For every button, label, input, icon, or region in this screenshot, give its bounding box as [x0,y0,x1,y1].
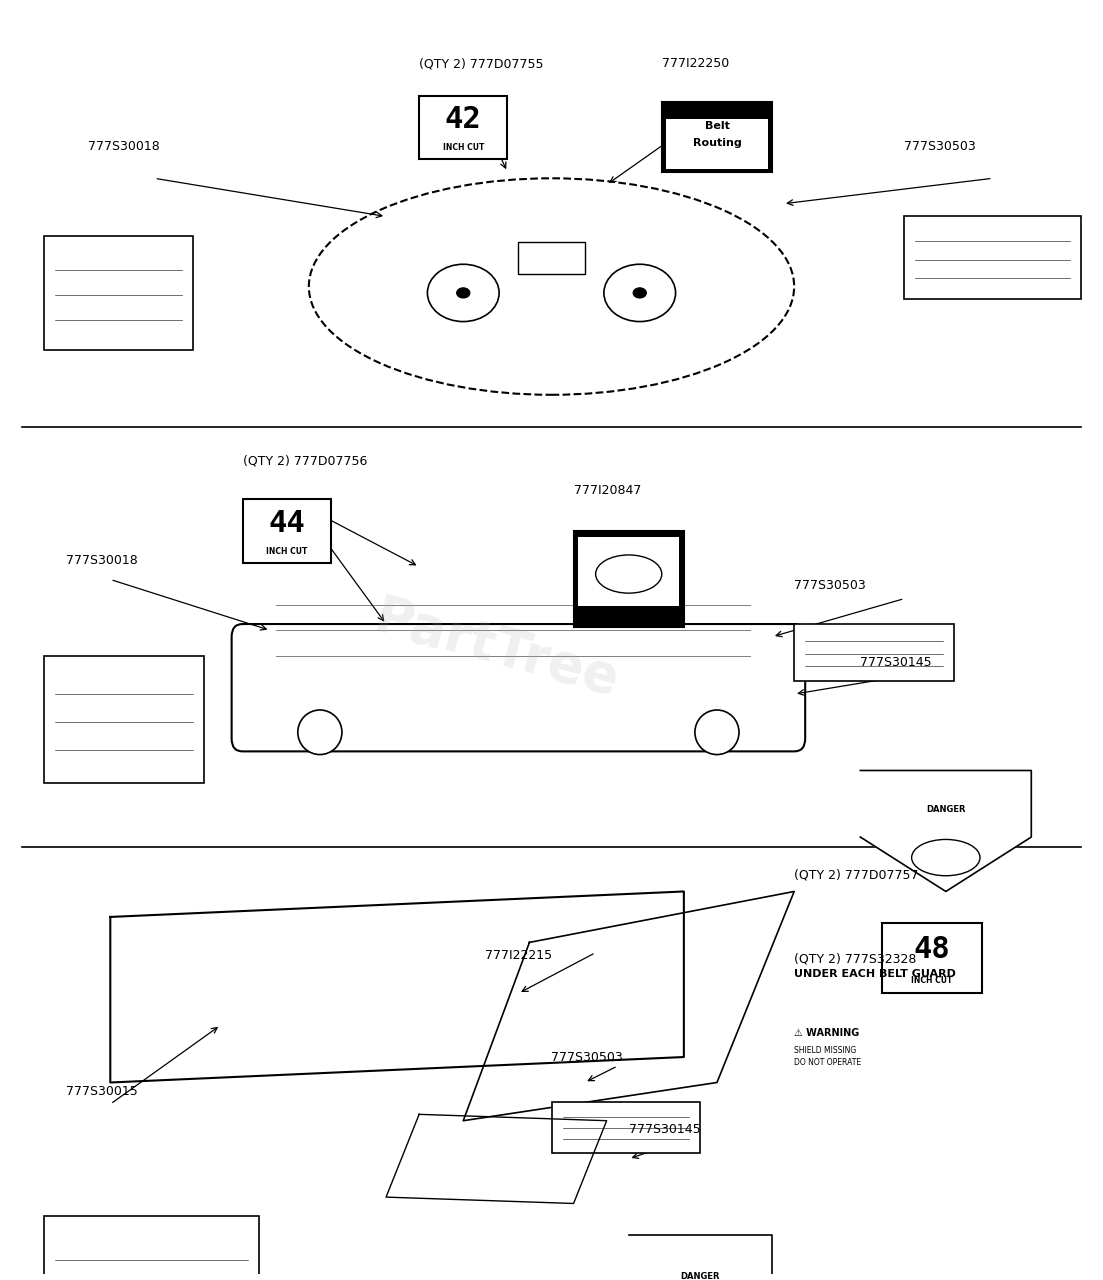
FancyBboxPatch shape [574,531,684,627]
FancyBboxPatch shape [794,625,954,681]
Polygon shape [629,1235,772,1280]
Text: Belt: Belt [705,122,729,132]
Text: (QTY 2) 777D07755: (QTY 2) 777D07755 [419,58,544,70]
Text: 777S30503: 777S30503 [552,1051,623,1064]
Text: DANGER: DANGER [681,1271,720,1280]
Text: 777I22250: 777I22250 [662,58,729,70]
Text: UNDER EACH BELT GUARD: UNDER EACH BELT GUARD [794,969,956,979]
FancyBboxPatch shape [232,625,805,751]
Ellipse shape [298,710,342,755]
FancyBboxPatch shape [666,119,768,169]
Text: DO NOT OPERATE: DO NOT OPERATE [794,1059,861,1068]
Text: ⚠ WARNING: ⚠ WARNING [794,1028,859,1038]
Text: (QTY 2) 777S32328: (QTY 2) 777S32328 [794,952,917,965]
FancyBboxPatch shape [243,499,331,563]
Text: SHIELD MISSING: SHIELD MISSING [794,1046,856,1055]
Polygon shape [860,771,1031,891]
Text: PartTree: PartTree [368,591,624,707]
Text: 777S30503: 777S30503 [794,580,866,593]
Text: INCH CUT: INCH CUT [266,547,308,556]
Text: Routing: Routing [693,137,741,147]
Text: DANGER: DANGER [927,805,965,814]
Ellipse shape [911,840,979,876]
Text: 777S30145: 777S30145 [860,655,932,669]
Text: 777I20847: 777I20847 [574,484,641,497]
FancyBboxPatch shape [552,1102,700,1152]
FancyBboxPatch shape [518,242,585,274]
FancyBboxPatch shape [578,536,679,605]
Text: (QTY 2) 777D07757: (QTY 2) 777D07757 [794,869,919,882]
Ellipse shape [604,264,675,321]
FancyBboxPatch shape [419,96,507,159]
FancyBboxPatch shape [44,655,204,783]
Text: 777S30503: 777S30503 [904,140,976,154]
Text: 777S30018: 777S30018 [88,140,160,154]
Polygon shape [386,1115,607,1203]
Ellipse shape [633,288,646,298]
Polygon shape [463,891,794,1121]
Polygon shape [110,891,684,1083]
Text: 777S30015: 777S30015 [66,1085,138,1098]
Ellipse shape [457,288,470,298]
FancyBboxPatch shape [44,1216,259,1280]
Text: 777S30018: 777S30018 [66,554,138,567]
Text: 777S30145: 777S30145 [629,1124,700,1137]
Text: INCH CUT: INCH CUT [911,977,953,986]
FancyBboxPatch shape [44,236,193,351]
FancyBboxPatch shape [904,216,1081,300]
Text: INCH CUT: INCH CUT [442,143,484,152]
Ellipse shape [596,556,662,593]
Text: 48: 48 [913,936,951,964]
FancyBboxPatch shape [882,923,982,993]
Text: 42: 42 [445,105,482,134]
Text: (QTY 2) 777D07756: (QTY 2) 777D07756 [243,454,367,467]
Text: 44: 44 [268,509,306,538]
FancyBboxPatch shape [662,102,772,172]
Text: 777I22215: 777I22215 [485,948,553,961]
Ellipse shape [695,710,739,755]
Ellipse shape [427,264,499,321]
